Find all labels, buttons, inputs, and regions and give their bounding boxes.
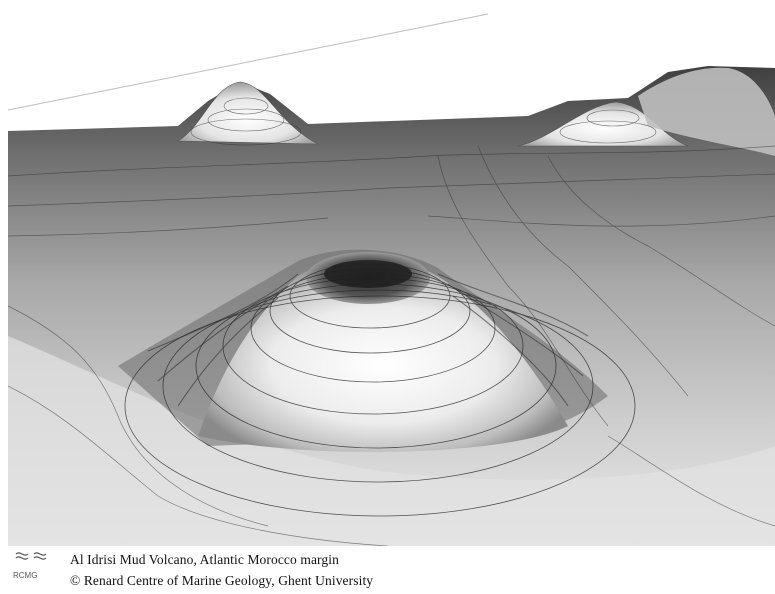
rcmg-logo: RCMG bbox=[10, 548, 54, 590]
seafloor-3d-render bbox=[8, 6, 775, 546]
svg-text:RCMG: RCMG bbox=[13, 571, 37, 580]
caption-credit: © Renard Centre of Marine Geology, Ghent… bbox=[70, 573, 374, 588]
caption-title: Al Idrisi Mud Volcano, Atlantic Morocco … bbox=[70, 552, 339, 567]
figure-caption: RCMG Al Idrisi Mud Volcano, Atlantic Mor… bbox=[8, 548, 775, 594]
